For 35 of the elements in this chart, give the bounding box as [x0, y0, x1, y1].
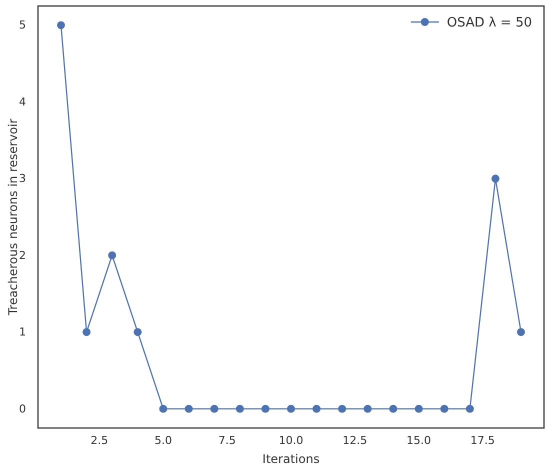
x-axis-title: Iterations [262, 452, 320, 466]
y-tick-label: 2 [19, 248, 26, 262]
point [414, 404, 423, 413]
y-tick-label: 4 [19, 95, 26, 108]
y-tick-label: 3 [19, 172, 26, 186]
point [389, 404, 398, 413]
x-tick-label: 5.0 [154, 434, 172, 447]
point [236, 404, 244, 413]
legend-label: OSAD λ = 50 [446, 16, 532, 30]
point [210, 404, 218, 413]
point [184, 404, 193, 413]
y-axis-title: Treacherous neurons in reservoir [6, 118, 20, 316]
x-tick-label: 17.5 [470, 434, 495, 447]
y-tick-label: 5 [19, 18, 26, 32]
point [517, 328, 525, 336]
point [159, 404, 168, 413]
point [338, 404, 346, 413]
point [287, 404, 295, 413]
point [312, 404, 321, 413]
point [108, 251, 116, 260]
x-tick-label: 10.0 [278, 434, 304, 447]
point [440, 404, 448, 413]
x-tick-label: 2.5 [90, 434, 108, 447]
x-tick-label: 7.5 [218, 434, 236, 447]
y-tick-label: 0 [19, 402, 26, 416]
point [364, 404, 372, 413]
point [261, 404, 270, 413]
point [82, 328, 91, 336]
point [466, 404, 474, 413]
point [57, 21, 65, 30]
x-tick-label: 12.5 [342, 434, 368, 447]
y-tick-label: 1 [19, 326, 26, 339]
point [134, 328, 142, 336]
x-tick-label: 15.0 [406, 434, 432, 447]
point [491, 174, 500, 183]
